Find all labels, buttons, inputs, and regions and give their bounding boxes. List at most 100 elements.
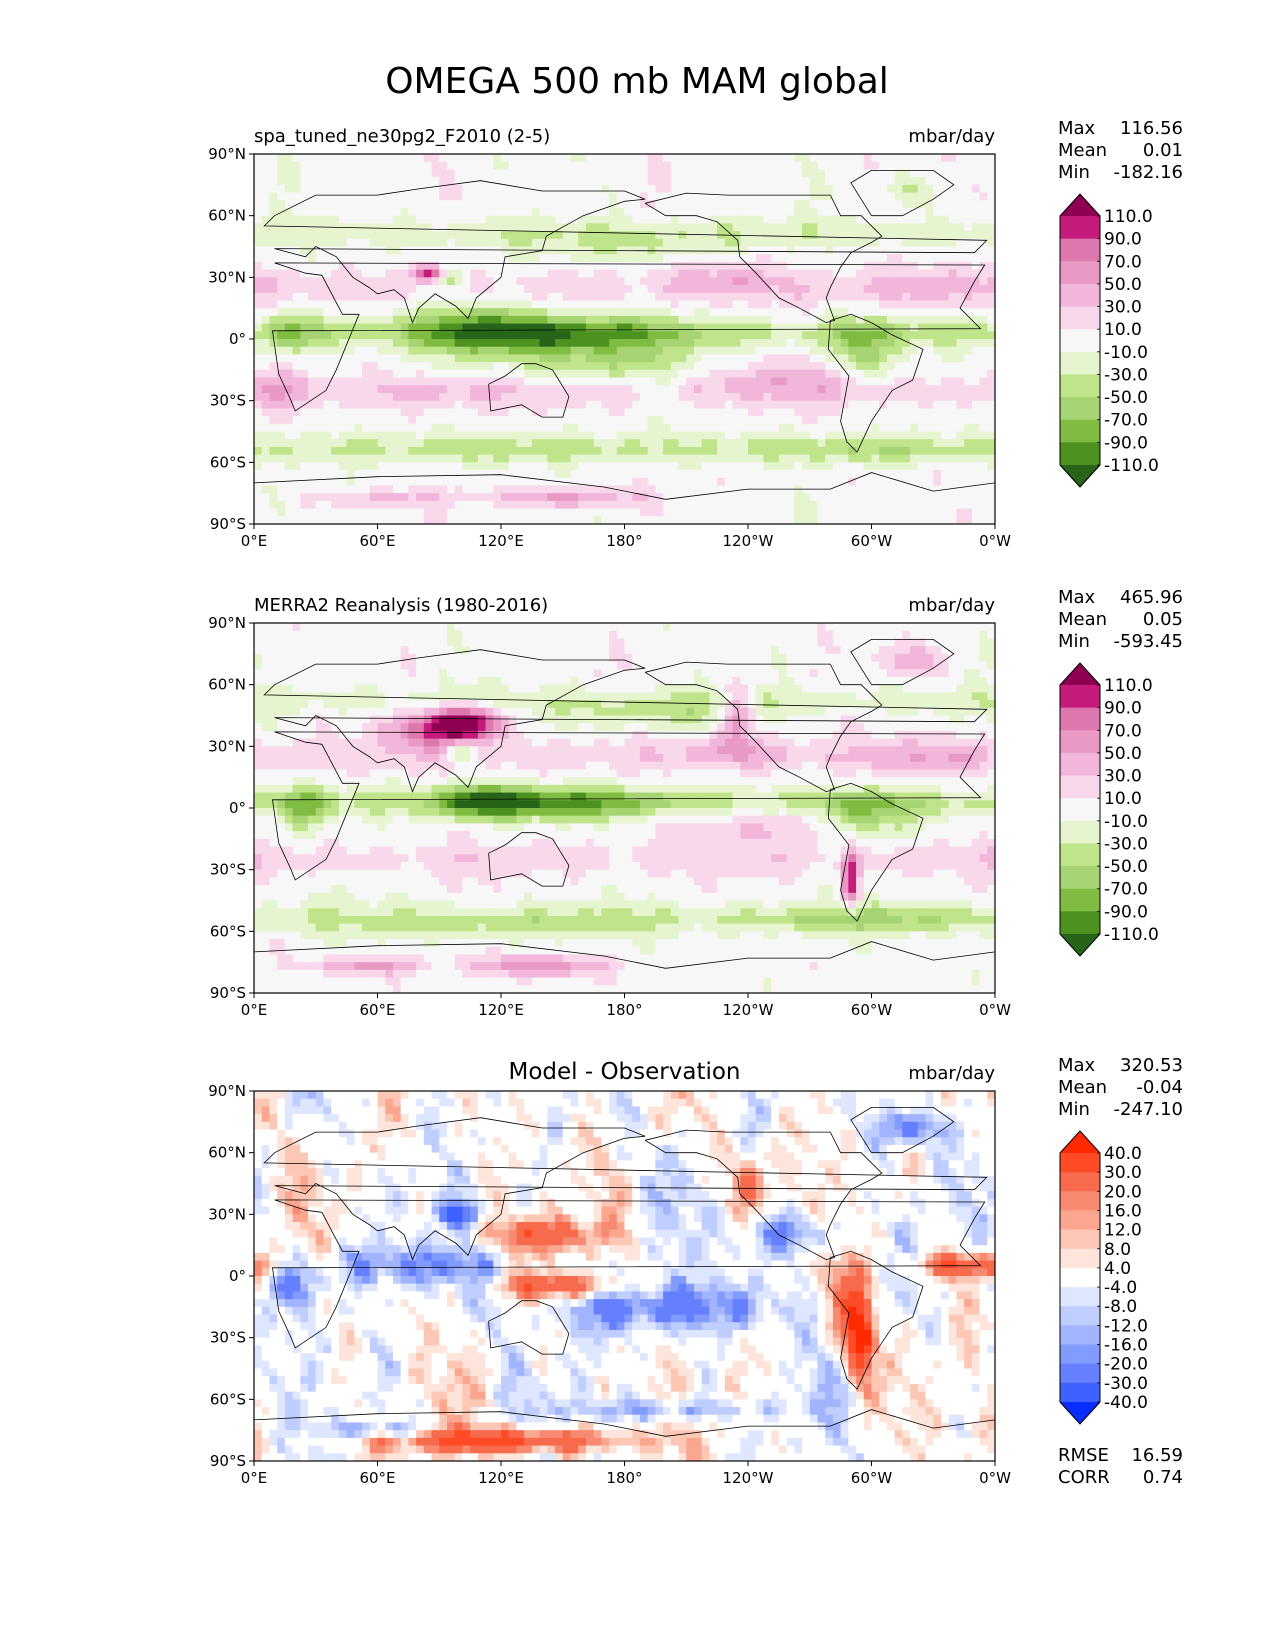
field-cell	[987, 223, 995, 232]
field-cell	[678, 623, 687, 632]
field-cell	[624, 285, 633, 294]
field-cell	[308, 439, 317, 448]
field-cell	[362, 261, 371, 271]
field-cell	[331, 323, 340, 332]
field-cell	[516, 446, 525, 456]
field-cell	[300, 308, 309, 317]
field-cell	[277, 169, 286, 178]
field-cell	[377, 231, 386, 240]
field-cell	[508, 385, 518, 394]
field-cell	[377, 246, 386, 255]
field-cell	[748, 477, 757, 487]
field-cell	[748, 169, 757, 178]
field-cell	[832, 470, 842, 479]
field-cell	[531, 308, 541, 317]
field-cell	[856, 331, 865, 340]
field-cell	[802, 462, 811, 471]
field-cell	[470, 169, 479, 178]
field-cell	[902, 431, 911, 440]
field-cell	[423, 392, 433, 402]
field-cell	[794, 454, 803, 463]
field-cell	[261, 408, 271, 417]
field-cell	[840, 277, 849, 286]
field-cell	[678, 300, 687, 309]
field-cell	[323, 630, 332, 640]
field-cell	[778, 238, 788, 248]
field-cell	[362, 339, 371, 348]
field-cell	[547, 285, 556, 294]
field-cell	[832, 192, 842, 201]
field-cell	[678, 238, 687, 248]
field-cell	[439, 169, 448, 178]
field-cell	[663, 392, 672, 402]
field-cell	[709, 223, 718, 232]
field-cell	[786, 477, 795, 487]
field-cell	[493, 215, 502, 224]
field-cell	[562, 285, 572, 294]
field-cell	[917, 200, 927, 209]
field-cell	[308, 277, 317, 286]
field-cell	[740, 362, 749, 371]
field-cell	[933, 485, 942, 494]
field-cell	[470, 493, 479, 502]
field-cell	[778, 439, 788, 448]
field-cell	[678, 423, 687, 433]
field-cell	[647, 462, 656, 471]
field-cell	[346, 369, 355, 379]
field-cell	[693, 408, 703, 417]
field-cell	[300, 184, 309, 194]
field-cell	[470, 392, 479, 402]
field-cell	[840, 292, 849, 302]
field-cell	[832, 323, 842, 332]
field-cell	[508, 285, 518, 294]
field-cell	[948, 315, 958, 325]
field-cell	[933, 207, 942, 217]
field-cell	[825, 277, 834, 286]
field-cell	[547, 161, 556, 171]
field-cell	[431, 354, 440, 363]
stat-label: Max	[1058, 118, 1096, 139]
field-cell	[555, 423, 564, 433]
field-cell	[508, 154, 518, 163]
field-cell	[748, 308, 757, 317]
field-cell	[284, 207, 294, 217]
field-cell	[408, 377, 417, 386]
field-cell	[609, 500, 618, 510]
field-cell	[863, 477, 873, 487]
field-cell	[315, 400, 325, 409]
field-cell	[748, 423, 757, 433]
field-cell	[439, 500, 448, 510]
field-cell	[809, 454, 819, 463]
field-cell	[794, 623, 803, 632]
field-cell	[655, 623, 664, 632]
field-cell	[284, 446, 294, 456]
field-cell	[886, 184, 896, 194]
field-cell	[254, 500, 263, 510]
field-cell	[462, 161, 471, 171]
field-cell	[740, 254, 749, 263]
field-cell	[493, 369, 502, 379]
field-cell	[408, 516, 417, 524]
field-cell	[709, 238, 718, 248]
field-cell	[701, 238, 711, 248]
field-cell	[346, 392, 355, 402]
field-cell	[848, 161, 857, 171]
field-cell	[308, 416, 317, 425]
field-cell	[624, 369, 633, 379]
field-cell	[354, 638, 363, 647]
field-cell	[771, 516, 780, 524]
field-cell	[609, 315, 618, 325]
field-cell	[948, 638, 958, 647]
field-cell	[261, 493, 271, 502]
field-cell	[392, 416, 402, 425]
field-cell	[331, 630, 340, 640]
field-cell	[578, 477, 587, 487]
field-cell	[856, 408, 865, 417]
field-cell	[377, 339, 386, 348]
field-cell	[531, 177, 541, 186]
field-cell	[508, 315, 518, 325]
field-cell	[377, 223, 386, 232]
field-cell	[408, 369, 417, 379]
field-cell	[570, 177, 579, 186]
field-cell	[454, 246, 464, 255]
